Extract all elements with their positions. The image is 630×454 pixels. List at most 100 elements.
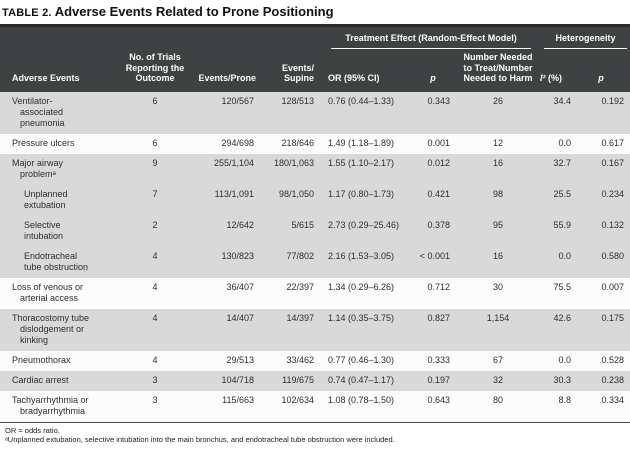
nnt-nnh-cell: 32 (492, 374, 503, 385)
footnotes: OR = odds ratio. ᵃUnplanned extubation, … (0, 423, 630, 445)
table-number-label: TABLE 2. (2, 7, 52, 19)
events-prone-cell: 115/663 (222, 394, 254, 405)
nnt-nnh-cell: 98 (492, 188, 503, 199)
i2-symbol: I² (540, 73, 546, 83)
i2-cell: 75.5 (553, 281, 571, 292)
trials-cell: 6 (152, 95, 158, 106)
trials-cell: 4 (152, 250, 158, 261)
events-supine-cell: 22/397 (286, 281, 314, 292)
events-prone-cell: 36/407 (226, 281, 254, 292)
trials-cell: 4 (152, 281, 158, 292)
adverse-event-cell: Loss of venous or arterial access (12, 281, 84, 303)
or-ci-cell: 2.73 (0.29–25.46) (328, 219, 400, 230)
footnote-or-definition: OR = odds ratio. (5, 425, 60, 435)
group-header-treatment-effect: Treatment Effect (Random-Effect Model) (322, 27, 540, 52)
table-row: Ventilator- associated pneumonia 6 120/5… (0, 91, 630, 134)
heterogeneity-p-cell: 0.132 (601, 219, 624, 230)
p-value-cell: 0.001 (427, 137, 450, 148)
table-row: Selective intubation 2 12/642 5/615 2.73… (0, 215, 630, 247)
i2-cell: 0.0 (558, 250, 571, 261)
p-value-cell: 0.643 (427, 394, 450, 405)
col-header-trials: No. of Trials Reporting the Outcome (120, 52, 190, 92)
table-row: Major airway problemᵃ 9 255/1,104 180/1,… (0, 153, 630, 185)
adverse-event-cell: Tachyarrhythmia or bradyarrhythmia (12, 394, 89, 416)
p-value-cell: 0.343 (427, 95, 450, 106)
adverse-event-cell: Pneumothorax (12, 354, 71, 365)
column-header-row: Adverse Events No. of Trials Reporting t… (0, 52, 630, 92)
p-value-cell: 0.378 (427, 219, 450, 230)
or-ci-cell: 1.14 (0.35–3.75) (328, 312, 395, 323)
events-supine-cell: 98/1,050 (278, 188, 314, 199)
events-supine-cell: 119/675 (282, 374, 314, 385)
group-header-heterogeneity: Heterogeneity (540, 27, 630, 52)
adverse-event-cell: Endotracheal tube obstruction (24, 250, 89, 272)
col-header-nnt-nnh: Number Needed to Treat/Number Needed to … (456, 52, 540, 92)
events-supine-cell: 77/802 (286, 250, 314, 261)
i2-cell: 32.7 (553, 157, 571, 168)
trials-cell: 3 (152, 394, 158, 405)
i2-cell: 42.6 (553, 312, 571, 323)
trials-cell: 4 (152, 312, 158, 323)
col-header-events-prone: Events/Prone (190, 52, 264, 92)
or-ci-cell: 1.49 (1.18–1.89) (328, 137, 395, 148)
or-ci-cell: 1.34 (0.29–6.26) (328, 281, 395, 292)
nnt-nnh-cell: 16 (492, 157, 503, 168)
events-supine-cell: 128/513 (281, 95, 314, 106)
p-value-cell: 0.827 (427, 312, 450, 323)
trials-cell: 4 (152, 354, 158, 365)
nnt-nnh-cell: 80 (492, 394, 503, 405)
or-ci-cell: 0.77 (0.46–1.30) (328, 354, 395, 365)
nnt-nnh-cell: 67 (492, 354, 503, 365)
table-row: Unplanned extubation 7 113/1,091 98/1,05… (0, 184, 630, 216)
heterogeneity-p-cell: 0.167 (601, 157, 624, 168)
nnt-nnh-cell: 26 (492, 95, 503, 106)
col-header-p-heterogeneity: p (572, 52, 630, 92)
or-ci-cell: 0.74 (0.47–1.17) (328, 374, 395, 385)
heterogeneity-p-cell: 0.580 (601, 250, 624, 261)
i2-cell: 8.8 (558, 394, 571, 405)
table-body: Ventilator- associated pneumonia 6 120/5… (0, 91, 630, 422)
heterogeneity-p-cell: 0.234 (601, 188, 624, 199)
events-prone-cell: 120/567 (221, 95, 254, 106)
nnt-nnh-cell: 1,154 (486, 312, 510, 323)
p-value-cell: 0.012 (427, 157, 450, 168)
events-prone-cell: 294/698 (221, 137, 254, 148)
events-prone-cell: 255/1,104 (213, 157, 254, 168)
p-value-cell: 0.421 (427, 188, 450, 199)
heterogeneity-p-cell: 0.238 (601, 374, 624, 385)
events-prone-cell: 29/513 (226, 354, 254, 365)
i2-cell: 30.3 (553, 374, 571, 385)
trials-cell: 3 (152, 374, 158, 385)
col-header-adverse-events: Adverse Events (0, 52, 120, 92)
events-prone-cell: 130/823 (221, 250, 254, 261)
or-ci-cell: 1.17 (0.80–1.73) (328, 188, 395, 199)
events-supine-cell: 14/397 (286, 312, 314, 323)
footnote-a: ᵃUnplanned extubation, selective intubat… (5, 435, 395, 444)
table-bottom-rule (0, 421, 630, 423)
adverse-event-cell: Selective intubation (24, 219, 64, 241)
trials-cell: 6 (152, 137, 158, 148)
events-supine-cell: 5/615 (291, 219, 314, 230)
adverse-event-cell: Pressure ulcers (12, 137, 75, 148)
table-row: Pneumothorax 4 29/513 33/462 0.77 (0.46–… (0, 350, 630, 371)
i2-cell: 55.9 (553, 219, 571, 230)
table-row: Loss of venous or arterial access 4 36/4… (0, 277, 630, 309)
trials-cell: 9 (152, 157, 158, 168)
heterogeneity-p-cell: 0.007 (601, 281, 624, 292)
i2-cell: 0.0 (558, 137, 571, 148)
i2-unit: (%) (545, 73, 562, 83)
table-title: TABLE 2. Adverse Events Related to Prone … (0, 0, 630, 23)
heterogeneity-p-cell: 0.192 (601, 95, 624, 106)
events-prone-cell: 104/718 (221, 374, 254, 385)
col-header-p: p (416, 52, 456, 92)
p-value-cell: < 0.001 (419, 250, 450, 261)
table-row: Cardiac arrest 3 104/718 119/675 0.74 (0… (0, 370, 630, 391)
p-value-cell: 0.197 (427, 374, 450, 385)
i2-cell: 0.0 (558, 354, 571, 365)
table-row: Endotracheal tube obstruction 4 130/823 … (0, 246, 630, 278)
table-row: Tachyarrhythmia or bradyarrhythmia 3 115… (0, 390, 630, 422)
events-prone-cell: 113/1,091 (214, 188, 254, 199)
p-value-cell: 0.712 (427, 281, 450, 292)
events-supine-cell: 218/646 (281, 137, 314, 148)
